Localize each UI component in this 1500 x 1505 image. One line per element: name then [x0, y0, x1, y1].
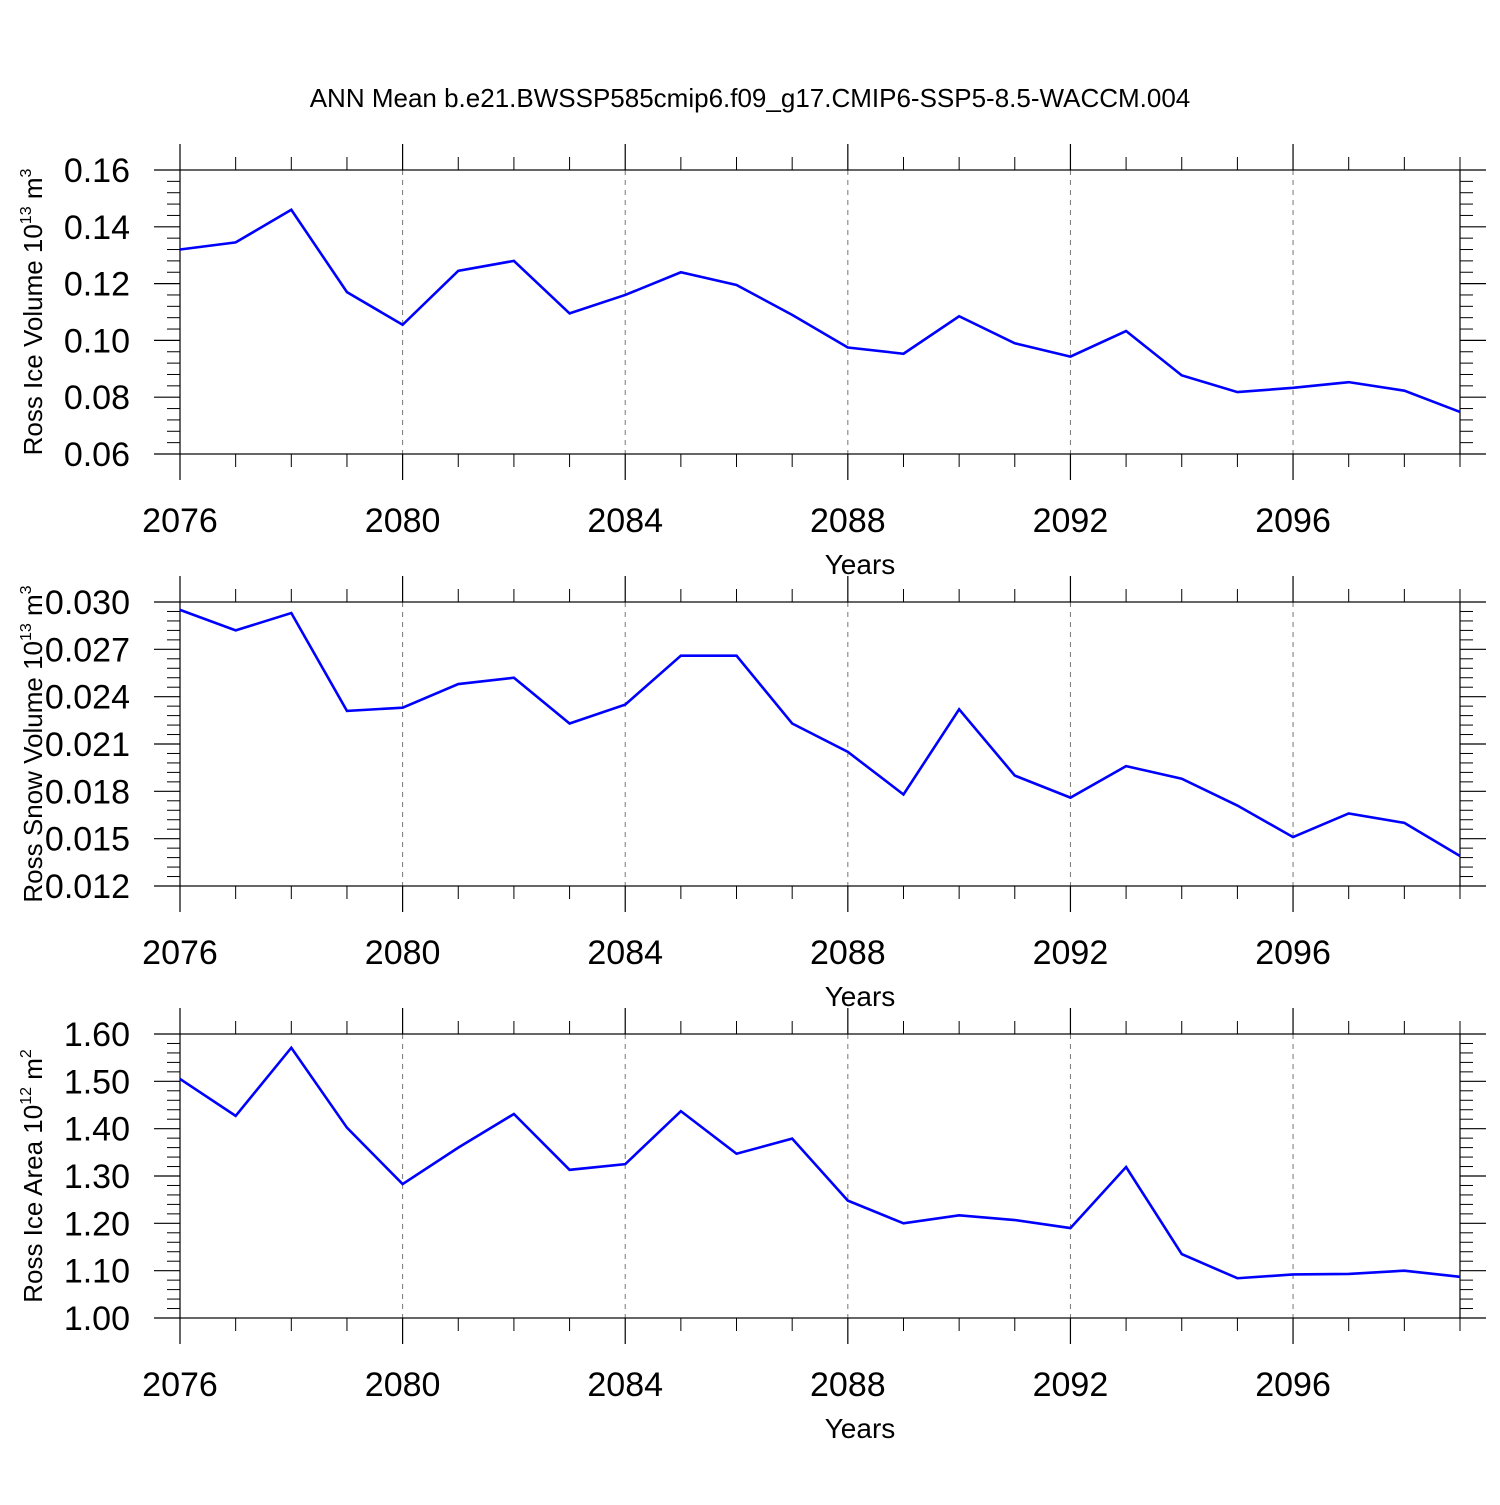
y-tick-label: 0.030 — [45, 584, 130, 622]
x-tick-label: 2080 — [365, 502, 441, 540]
x-tick-label: 2092 — [1033, 502, 1109, 540]
panel-3: 1.00 1.10 1.20 1.30 1.40 1.50 1.60 2076 2080 2084… — [18, 1008, 1486, 1444]
y-tick-label: 1.60 — [64, 1016, 130, 1054]
x-tick-label: 2080 — [365, 934, 441, 972]
y-tick-label: 0.027 — [45, 631, 130, 669]
y-axis-title-exponent: 13 — [18, 623, 35, 641]
series-line — [179, 1045, 1461, 1280]
panel-1: 0.06 0.08 0.10 0.12 0.14 0.16 2076 2080 2084 2088… — [18, 144, 1486, 580]
x-tick-label: 2084 — [587, 934, 663, 972]
series-line — [179, 608, 1461, 858]
series-line — [179, 208, 1461, 414]
y-axis-title-exponent: 12 — [18, 1087, 35, 1105]
x-tick-label: 2088 — [810, 502, 886, 540]
y-tick-label: 0.16 — [64, 152, 130, 190]
x-tick-label: 2088 — [810, 1366, 886, 1404]
x-axis-title: Years — [825, 1413, 896, 1444]
y-axis-title-text: Ross Snow Volume 10 — [18, 641, 48, 903]
y-axis-title-unit: m — [18, 1058, 48, 1087]
y-axis-title-exponent: 13 — [18, 206, 35, 224]
y-axis-title-unit-exponent: 2 — [18, 1049, 35, 1058]
y-tick-label: 0.10 — [64, 322, 130, 360]
x-tick-label: 2084 — [587, 1366, 663, 1404]
x-tick-label: 2092 — [1033, 1366, 1109, 1404]
figure-title: ANN Mean b.e21.BWSSP585cmip6.f09_g17.CMI… — [310, 83, 1191, 113]
y-axis-title-unit: m — [18, 594, 48, 623]
y-axis-title-text: Ross Ice Volume 10 — [18, 224, 48, 455]
y-tick-label: 1.20 — [64, 1205, 130, 1243]
x-tick-label: 2084 — [587, 502, 663, 540]
y-tick-label: 0.024 — [45, 679, 130, 717]
y-tick-label: 0.06 — [64, 436, 130, 474]
y-axis-title-unit-exponent: 3 — [18, 168, 35, 177]
y-axis-title: Ross Snow Volume 1013 m3 — [18, 585, 48, 902]
y-axis-title-unit: m — [18, 177, 48, 206]
y-axis-title-unit-exponent: 3 — [18, 585, 35, 594]
y-tick-label: 0.012 — [45, 868, 130, 906]
y-tick-label: 0.021 — [45, 726, 130, 764]
y-tick-label: 0.14 — [64, 209, 130, 247]
panel-2: 0.012 0.015 0.018 0.021 0.024 0.027 0.030 2076 2… — [18, 576, 1486, 1012]
y-tick-label: 0.015 — [45, 821, 130, 859]
x-tick-label: 2096 — [1255, 1366, 1331, 1404]
y-tick-label: 1.50 — [64, 1063, 130, 1101]
y-tick-label: 1.10 — [64, 1253, 130, 1291]
y-tick-label: 0.08 — [64, 379, 130, 417]
y-tick-label: 0.018 — [45, 773, 130, 811]
x-tick-label: 2076 — [142, 1366, 218, 1404]
x-axis-title: Years — [825, 981, 896, 1012]
y-tick-label: 1.00 — [64, 1300, 130, 1338]
plot-frame — [179, 601, 1461, 887]
y-tick-label: 0.12 — [64, 266, 130, 304]
y-tick-label: 1.40 — [64, 1111, 130, 1149]
x-tick-label: 2076 — [142, 502, 218, 540]
y-tick-label: 1.30 — [64, 1158, 130, 1196]
x-axis-title: Years — [825, 549, 896, 580]
x-tick-label: 2096 — [1255, 502, 1331, 540]
x-tick-label: 2096 — [1255, 934, 1331, 972]
x-tick-label: 2092 — [1033, 934, 1109, 972]
y-axis-title-text: Ross Ice Area 10 — [18, 1105, 48, 1303]
x-tick-label: 2088 — [810, 934, 886, 972]
y-axis-title: Ross Ice Volume 1013 m3 — [18, 168, 48, 455]
plot-frame — [179, 169, 1461, 455]
y-axis-title: Ross Ice Area 1012 m2 — [18, 1049, 48, 1303]
x-tick-label: 2076 — [142, 934, 218, 972]
x-tick-label: 2080 — [365, 1366, 441, 1404]
